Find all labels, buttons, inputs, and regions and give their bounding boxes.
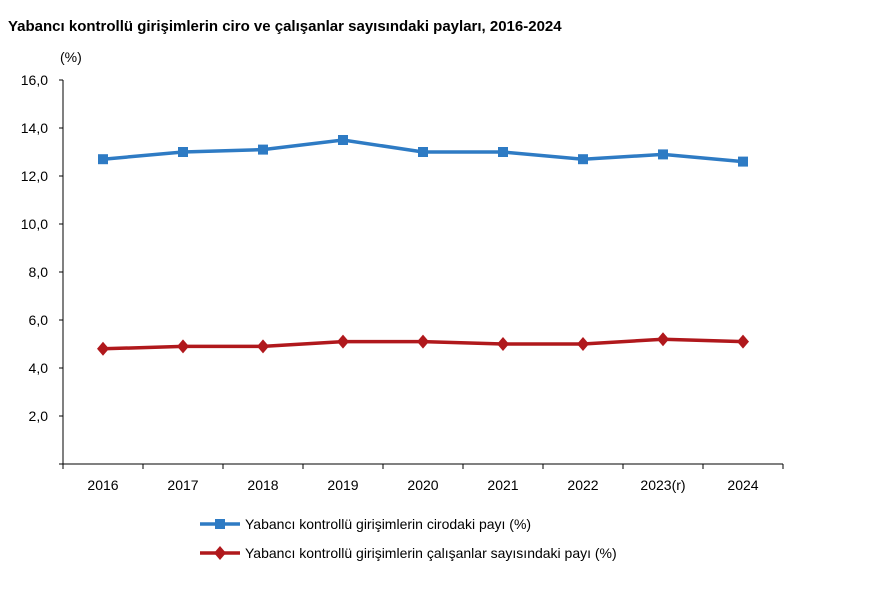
legend-marker-diamond <box>214 546 226 560</box>
data-point-square <box>258 144 268 155</box>
data-point-square <box>178 147 188 157</box>
data-point-square <box>98 154 108 165</box>
x-tick-label: 2016 <box>87 477 118 493</box>
y-tick-label: 12,0 <box>21 168 48 184</box>
data-point-square <box>338 135 348 145</box>
x-tick-label: 2023(r) <box>640 477 685 493</box>
x-tick-label: 2022 <box>567 477 598 493</box>
x-tick-label: 2021 <box>487 477 518 493</box>
data-point-diamond <box>577 337 589 351</box>
data-point-diamond <box>177 339 189 354</box>
y-tick-label: 8,0 <box>29 264 49 280</box>
data-point-diamond <box>337 334 349 349</box>
y-tick-label: 6,0 <box>29 312 49 328</box>
x-tick-label: 2020 <box>407 477 438 493</box>
y-tick-label: 4,0 <box>29 360 49 376</box>
data-point-diamond <box>417 334 429 349</box>
legend-marker-square <box>215 519 225 529</box>
data-point-diamond <box>737 334 749 349</box>
data-point-square <box>738 156 748 167</box>
y-tick-label: 14,0 <box>21 120 48 136</box>
data-point-diamond <box>257 339 269 354</box>
data-point-square <box>578 154 588 165</box>
legend-label-1: Yabancı kontrollü girişimlerin çalışanla… <box>245 545 617 561</box>
data-point-diamond <box>97 341 109 356</box>
x-tick-label: 2017 <box>167 477 198 493</box>
data-point-square <box>498 147 508 157</box>
data-point-square <box>418 147 428 157</box>
x-tick-label: 2019 <box>327 477 358 493</box>
legend-label-0: Yabancı kontrollü girişimlerin cirodaki … <box>245 516 531 532</box>
y-tick-label: 2,0 <box>29 408 49 424</box>
x-tick-label: 2018 <box>247 477 278 493</box>
x-tick-label: 2024 <box>727 477 758 493</box>
data-point-diamond <box>657 332 669 347</box>
y-tick-label: 10,0 <box>21 216 48 232</box>
chart-title: Yabancı kontrollü girişimlerin ciro ve ç… <box>8 18 562 35</box>
y-tick-label: 16,0 <box>21 72 48 88</box>
data-point-square <box>658 149 668 160</box>
data-point-diamond <box>497 337 509 351</box>
y-axis-label: (%) <box>60 49 82 65</box>
